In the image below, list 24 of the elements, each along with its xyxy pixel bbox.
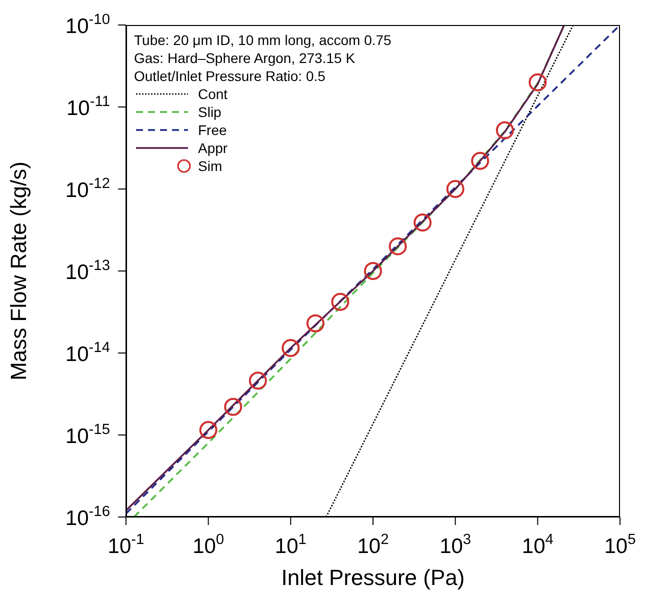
y-tick-label: 10$^{-11}$ [66, 94, 110, 120]
legend-label: Cont [198, 85, 228, 103]
x-tick-label: 10$^{4}$ [522, 532, 554, 558]
x-tick-label: 10$^{0}$ [192, 532, 224, 558]
legend-label: Sim [198, 157, 222, 175]
x-axis-title: Inlet Pressure (Pa) [281, 565, 465, 590]
y-tick-label: 10$^{-10}$ [65, 12, 110, 38]
y-tick-label: 10$^{-14}$ [65, 340, 110, 366]
x-tick-label: 10$^{2}$ [357, 532, 389, 558]
x-tick-label: 10$^{5}$ [604, 532, 636, 558]
y-tick-label: 10$^{-16}$ [65, 504, 110, 530]
y-axis-title: Mass Flow Rate (kg/s) [6, 162, 31, 380]
y-tick-label: 10$^{-12}$ [65, 176, 110, 202]
x-tick-label: 10$^{-1}$ [108, 532, 144, 558]
y-tick-label: 10$^{-15}$ [65, 422, 110, 448]
annotation: Tube: 20 μm ID, 10 mm long, accom 0.75 [134, 31, 392, 49]
annotation: Outlet/Inlet Pressure Ratio: 0.5 [134, 67, 326, 85]
x-tick-label: 10$^{3}$ [440, 532, 472, 558]
x-tick-label: 10$^{1}$ [274, 532, 306, 558]
annotation: Gas: Hard–Sphere Argon, 273.15 K [134, 49, 356, 67]
legend-label: Slip [198, 103, 222, 121]
legend-label: Appr [198, 139, 228, 157]
y-tick-label: 10$^{-13}$ [65, 258, 110, 284]
legend-label: Free [198, 121, 227, 139]
